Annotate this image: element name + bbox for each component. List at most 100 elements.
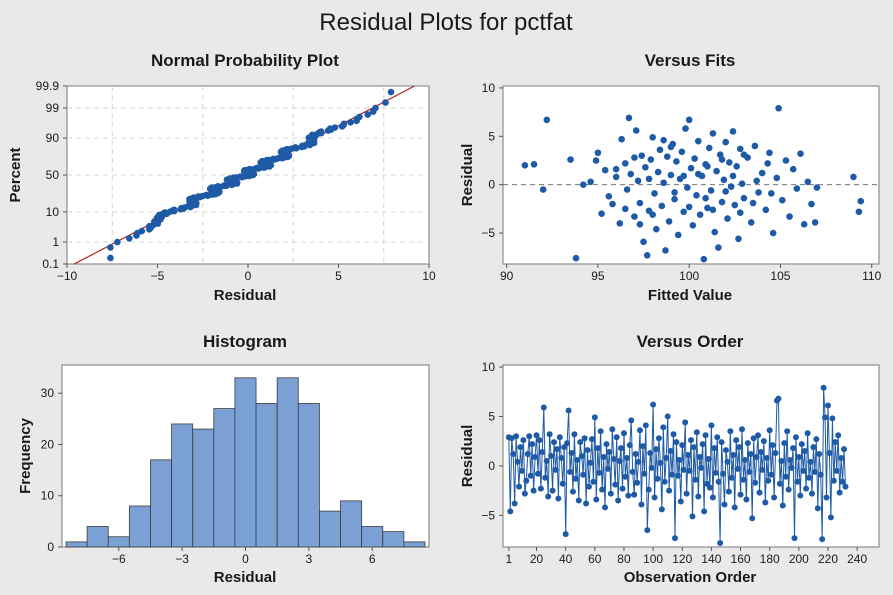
main-title: Residual Plots for pctfat [319,9,573,36]
data-point [762,499,769,506]
data-point [709,206,717,214]
panel-title-versus-order: Versus Order [637,332,744,351]
data-point [707,187,715,194]
data-point [591,414,598,421]
panel-title-normal-probability: Normal Probability Plot [151,51,339,70]
data-point [558,454,565,461]
data-point [594,149,602,157]
data-point [829,415,836,422]
data-point [811,219,819,226]
data-point [574,456,581,463]
x-axis-label-histogram: Residual [214,569,277,586]
data-point [631,213,638,220]
data-point [747,451,754,458]
panel-versus-order: Versus Order 1 20 40 60 80 100 120 140 160 180 200… [459,332,880,586]
y-tick-label: 10 [41,489,55,503]
panel-versus-fits: Versus Fits 90 95 100 105 110 −5 0 5 10 Fitted … [459,51,882,304]
data-point [665,218,673,225]
data-point [685,203,693,211]
data-point [736,145,744,153]
data-point [835,432,842,439]
x-tick-label: −5 [151,269,165,283]
data-point [850,173,857,181]
data-point [718,198,726,206]
data-point [768,190,775,197]
y-tick-label: 99 [46,101,60,115]
data-point [580,471,587,478]
y-tick-label: 0.1 [42,257,59,271]
data-point [813,184,821,191]
data-point [523,477,530,484]
data-point [667,143,675,151]
x-tick-label: 0 [242,552,249,566]
x-tick-label: 160 [731,552,751,566]
data-point [645,175,653,183]
data-point [565,407,572,414]
data-point [585,483,592,490]
data-point [743,496,750,503]
data-point [758,169,766,177]
data-point [689,513,696,520]
y-tick-label: 0 [47,540,54,554]
data-point [114,238,121,246]
data-point [620,430,627,437]
data-point [720,470,727,477]
data-point [616,457,623,464]
data-point [283,145,291,153]
data-point [698,464,705,471]
data-point [855,208,863,216]
x-tick-label: 20 [530,552,544,566]
x-tick-label: 100 [679,269,699,283]
data-point [673,158,680,165]
data-point [749,515,756,522]
data-point [125,235,133,242]
data-point [822,414,829,421]
histogram-bar [382,531,405,548]
data-point [539,186,547,193]
data-point [709,494,716,501]
data-point [702,194,709,202]
data-point [782,473,789,480]
data-point [833,467,840,474]
histogram-bar [213,408,236,548]
x-tick-label: −6 [112,552,126,566]
data-point [537,485,544,492]
y-tick-label: 0 [488,459,495,473]
data-point [839,478,846,485]
data-point [622,473,629,480]
data-point [772,450,779,457]
data-point [619,485,626,492]
data-point [650,401,657,408]
data-point [713,167,720,175]
data-point [524,451,531,458]
data-point [696,453,703,460]
data-point [806,474,813,481]
data-point [648,464,655,471]
data-point [764,160,771,167]
data-point [695,137,702,145]
histogram-bar [297,403,320,548]
data-point [731,504,738,511]
data-point [692,476,699,483]
data-point [791,535,798,542]
data-point [682,125,689,132]
data-point [691,155,698,162]
data-point [643,251,651,259]
data-point [756,489,763,496]
data-point [621,205,629,213]
x-tick-label: 80 [617,552,631,566]
x-tick-label: 90 [500,269,514,283]
data-point [769,442,776,449]
data-point [609,200,616,208]
data-point [810,444,817,451]
data-point [626,442,633,449]
data-point [618,445,625,452]
data-point [693,429,700,436]
data-point [594,445,601,452]
data-point [556,434,563,441]
data-point [587,178,594,186]
data-point [727,428,734,435]
data-point [684,184,691,191]
data-point [647,156,655,163]
